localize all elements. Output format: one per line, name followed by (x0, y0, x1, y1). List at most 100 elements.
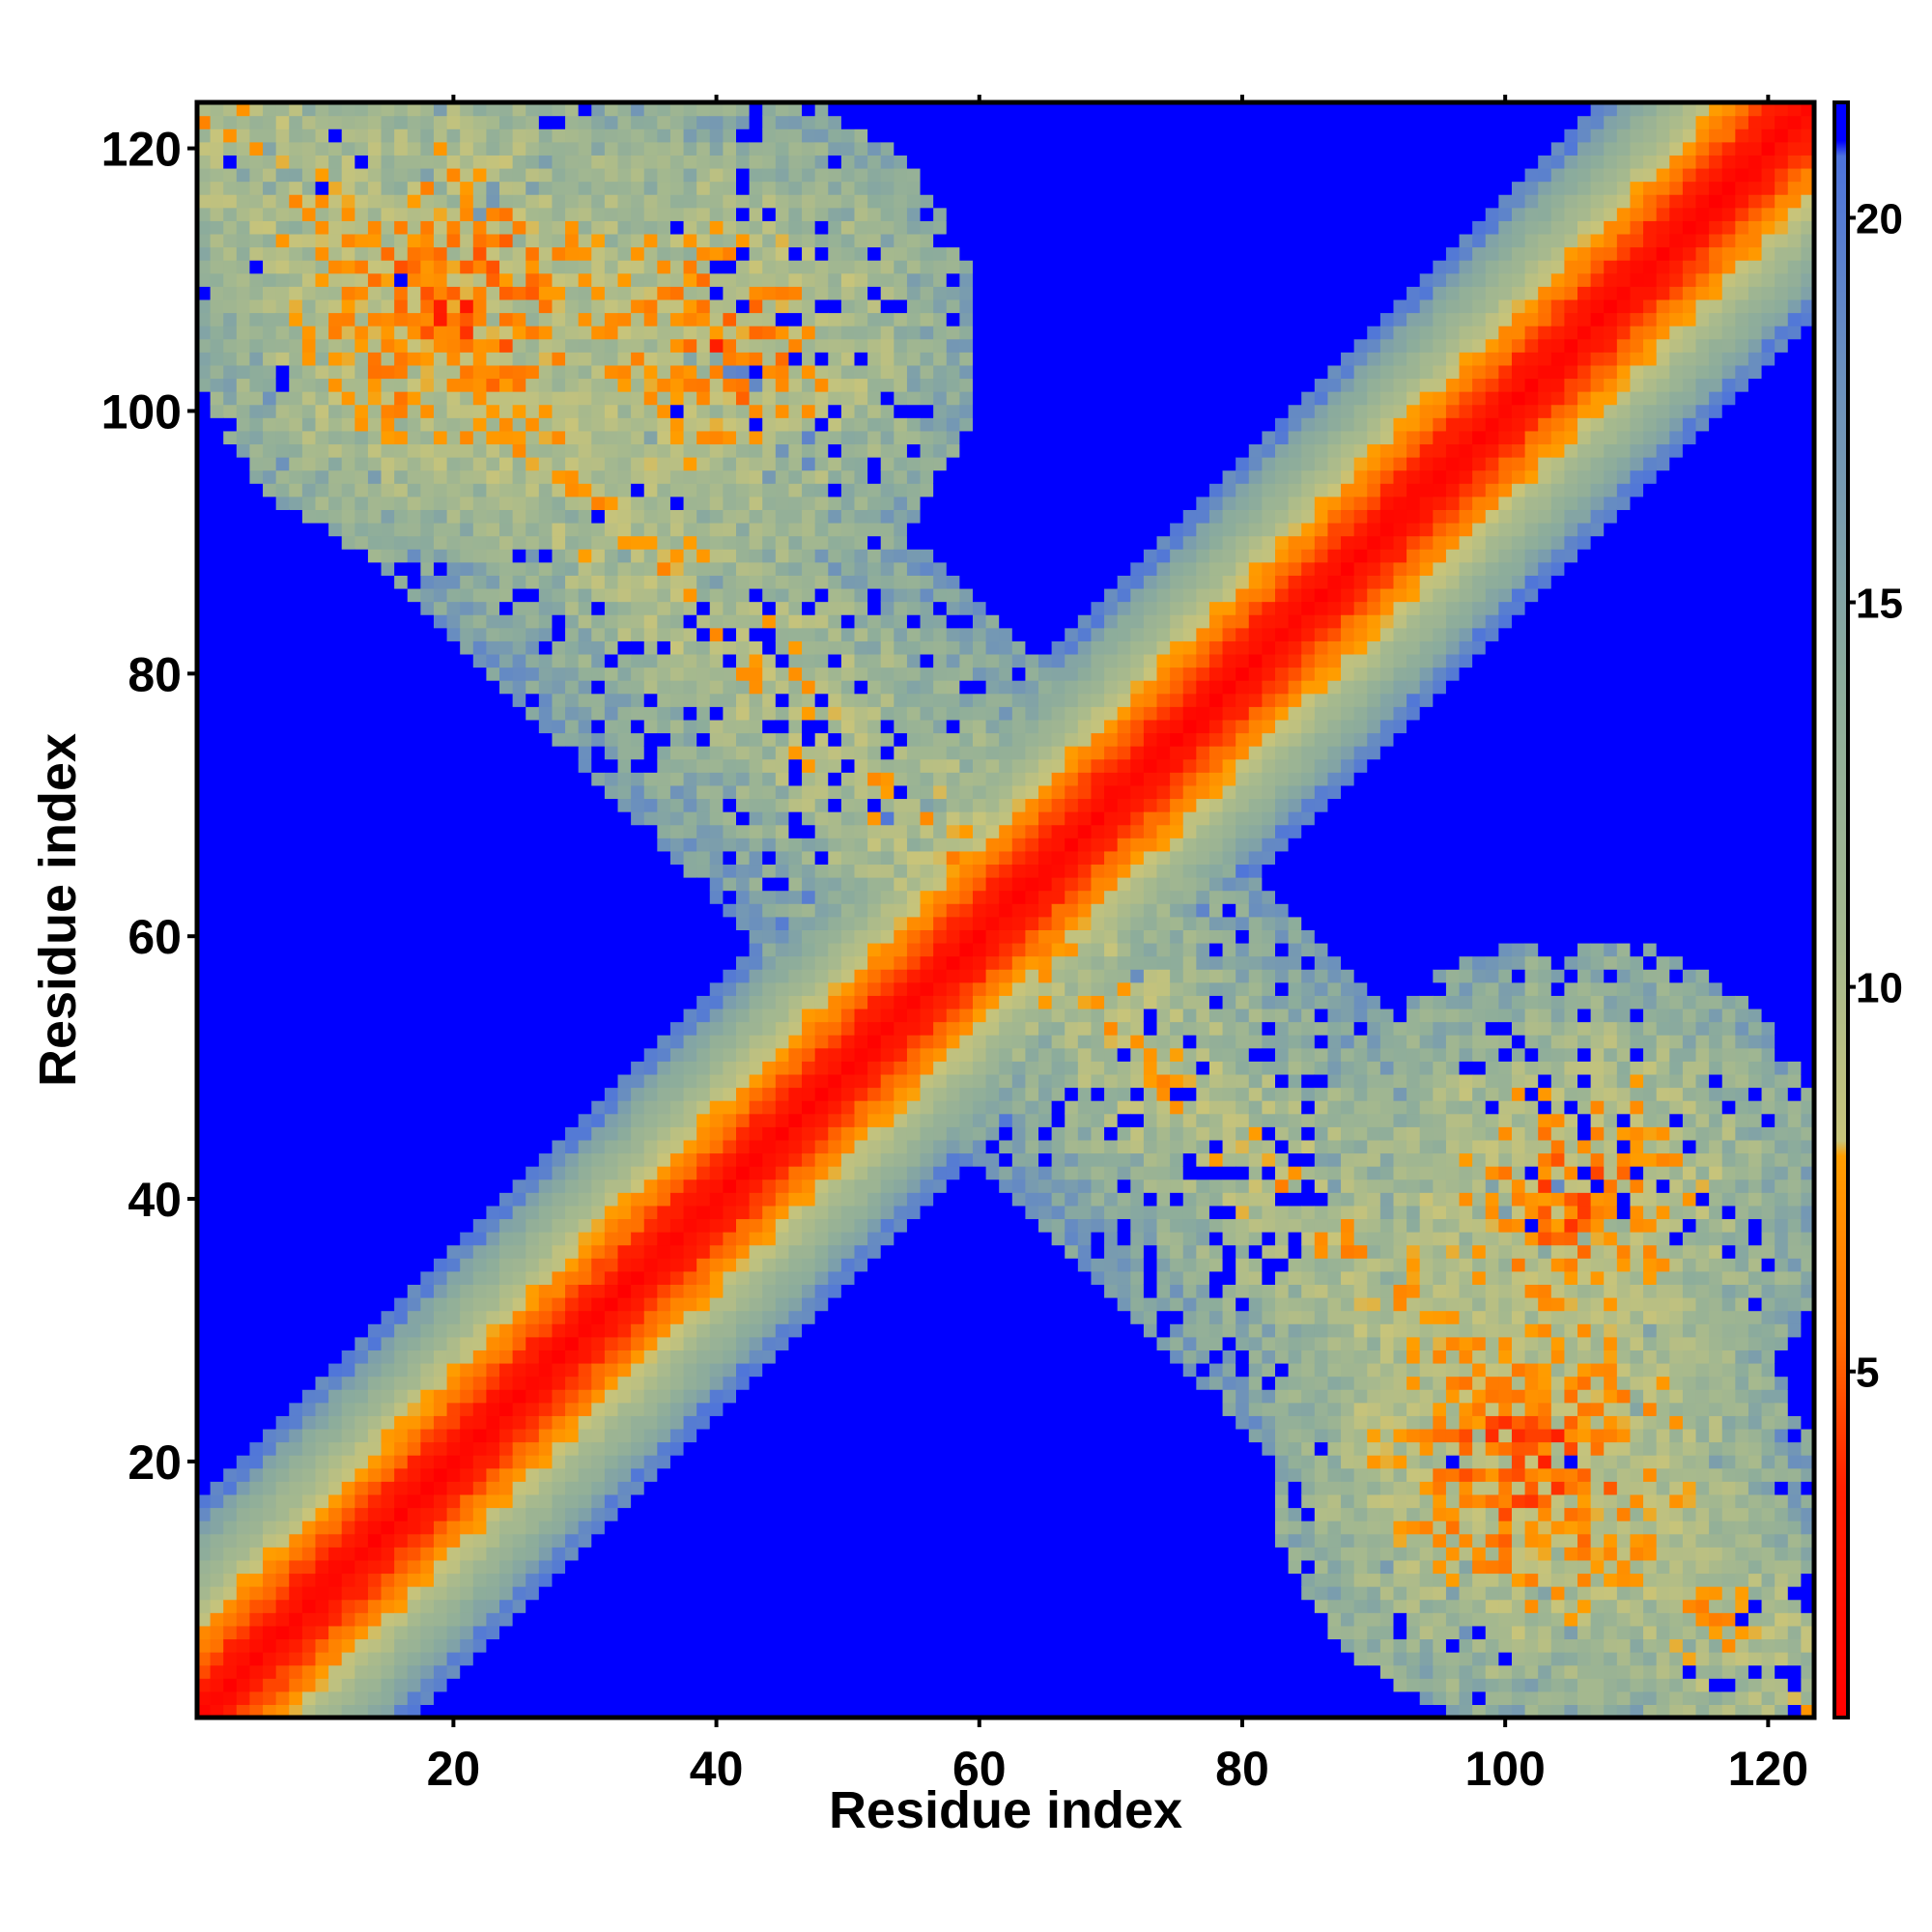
heatmap-cell (578, 194, 592, 209)
heatmap-cell (643, 850, 658, 866)
heatmap-cell (565, 272, 580, 287)
heatmap-cell (460, 115, 474, 129)
heatmap-cell (683, 929, 697, 944)
heatmap-cell (578, 1205, 592, 1220)
heatmap-cell (210, 1533, 224, 1548)
heatmap-cell (604, 430, 619, 445)
heatmap-cell (315, 1428, 329, 1443)
heatmap-cell (460, 141, 474, 156)
heatmap-cell (355, 1087, 369, 1101)
heatmap-cell (328, 1323, 343, 1338)
heatmap-cell (526, 1547, 540, 1561)
heatmap-cell (433, 181, 448, 195)
heatmap-cell (420, 916, 435, 930)
heatmap-cell (565, 1139, 580, 1154)
heatmap-cell (526, 850, 540, 866)
heatmap-cell (486, 298, 500, 314)
heatmap-cell (355, 1035, 369, 1049)
heatmap-cell (460, 1179, 474, 1193)
heatmap-cell (472, 561, 488, 576)
heatmap-cell (367, 995, 383, 1009)
heatmap-cell (289, 469, 303, 484)
heatmap-cell (617, 1166, 632, 1180)
heatmap-cell (617, 220, 632, 235)
heatmap-cell (657, 575, 671, 589)
heatmap-cell (709, 706, 724, 721)
heatmap-cell (394, 798, 409, 812)
heatmap-cell (381, 1362, 395, 1378)
heatmap-cell (355, 969, 369, 983)
heatmap-cell (657, 1218, 671, 1233)
heatmap-cell (289, 509, 303, 524)
heatmap-cell (604, 1047, 619, 1062)
heatmap-cell (301, 549, 317, 563)
heatmap-cell (394, 1350, 409, 1364)
heatmap-cell (499, 1704, 514, 1719)
heatmap-cell (249, 220, 264, 235)
heatmap-cell (460, 1493, 474, 1509)
heatmap-cell (723, 1573, 737, 1587)
heatmap-cell (275, 194, 290, 209)
heatmap-cell (197, 1113, 212, 1127)
heatmap-cell (210, 1152, 224, 1167)
heatmap-cell (499, 1258, 514, 1272)
heatmap-cell (526, 1507, 540, 1521)
heatmap-cell (275, 430, 290, 445)
heatmap-cell (433, 1599, 448, 1613)
heatmap-cell (210, 1690, 224, 1705)
heatmap-cell (446, 916, 461, 930)
heatmap-cell (499, 706, 514, 721)
heatmap-cell (472, 1113, 488, 1127)
heatmap-cell (355, 1061, 369, 1075)
heatmap-cell (669, 1690, 685, 1705)
heatmap-cell (683, 1139, 697, 1154)
heatmap-cell (341, 653, 355, 668)
heatmap-cell (341, 338, 355, 353)
heatmap-cell (591, 942, 606, 957)
heatmap-cell (263, 1284, 277, 1298)
heatmap-cell (499, 1415, 514, 1430)
heatmap-cell (301, 1139, 317, 1154)
heatmap-cell (197, 1625, 212, 1640)
heatmap-cell (696, 1612, 711, 1627)
heatmap-cell (460, 1638, 474, 1653)
heatmap-cell (236, 535, 251, 550)
heatmap-cell (486, 535, 500, 550)
heatmap-cell (499, 719, 514, 734)
heatmap-cell (315, 587, 329, 603)
heatmap-cell (552, 1270, 566, 1286)
heatmap-cell (301, 614, 317, 629)
heatmap-cell (709, 1638, 724, 1653)
heatmap-cell (499, 207, 514, 221)
heatmap-cell (328, 1441, 343, 1456)
heatmap-cell (210, 155, 224, 169)
heatmap-cell (657, 1061, 671, 1075)
heatmap-cell (578, 955, 592, 970)
heatmap-cell (367, 1232, 383, 1246)
heatmap-cell (433, 1218, 448, 1233)
heatmap-cell (263, 233, 277, 248)
heatmap-cell (631, 1455, 645, 1469)
heatmap-cell (407, 640, 421, 655)
heatmap-cell (565, 1047, 580, 1062)
heatmap-cell (275, 942, 290, 957)
heatmap-cell (669, 1362, 685, 1378)
heatmap-cell (249, 1599, 264, 1613)
heatmap-cell (486, 391, 500, 406)
heatmap-cell (578, 969, 592, 983)
heatmap-cell (355, 1362, 369, 1378)
heatmap-cell (263, 1126, 277, 1141)
heatmap-cell (301, 929, 317, 944)
heatmap-cell (275, 1047, 290, 1062)
heatmap-cell (538, 811, 554, 826)
heatmap-cell (249, 955, 264, 970)
heatmap-cell (460, 312, 474, 327)
heatmap-cell (578, 1336, 592, 1350)
heatmap-cell (617, 207, 632, 221)
heatmap-cell (197, 1087, 212, 1101)
heatmap-cell (499, 903, 514, 918)
heatmap-cell (696, 1638, 711, 1653)
heatmap-cell (236, 167, 251, 183)
heatmap-cell (657, 1507, 671, 1521)
